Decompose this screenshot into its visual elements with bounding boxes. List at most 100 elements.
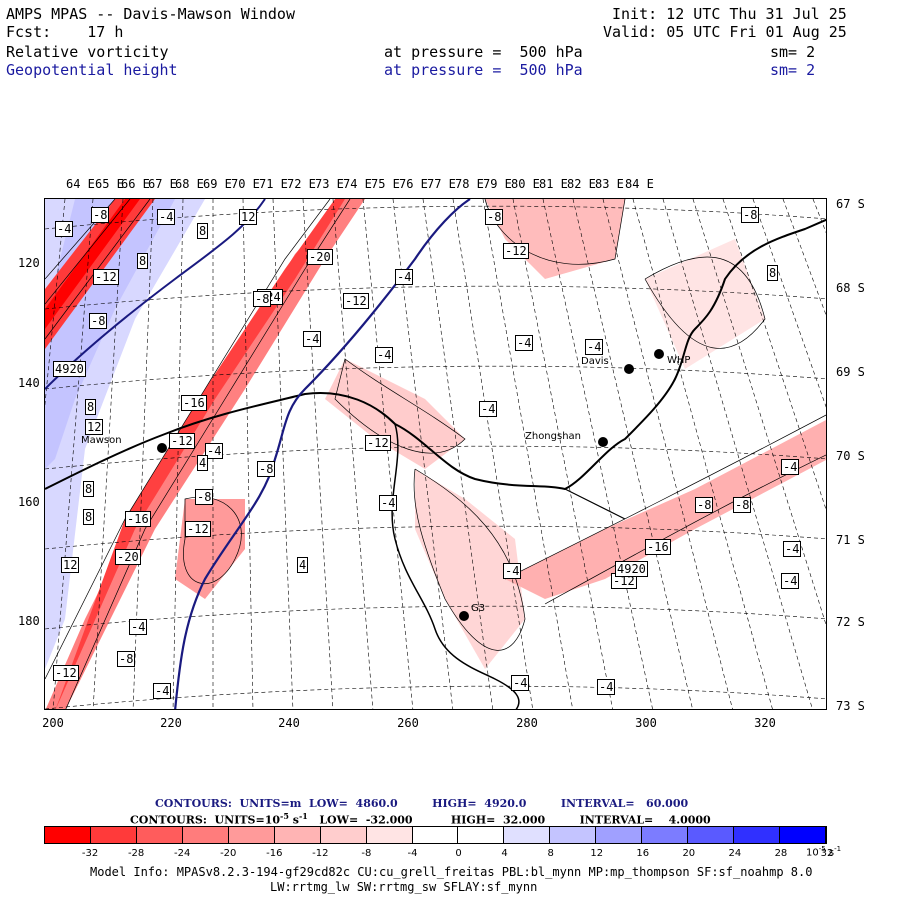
station-marker <box>624 364 634 374</box>
colorbar-tick: 32 <box>820 848 834 859</box>
x-tick-label: 240 <box>278 716 300 730</box>
contour-label: -12 <box>343 293 369 309</box>
colorbar-swatch <box>412 827 459 843</box>
contour-label: 8 <box>767 265 779 281</box>
x-tick-label: 300 <box>635 716 657 730</box>
colorbar-swatch <box>45 827 91 843</box>
contour-label: -4 <box>781 573 800 589</box>
lon-label: 84 E <box>625 177 654 191</box>
contour-label: -8 <box>91 207 110 223</box>
model-info-line1: Model Info: MPASv8.2.3-194-gf29cd82c CU:… <box>90 865 813 879</box>
field1-smoothing: sm= 2 <box>770 43 816 61</box>
contour-label: -8 <box>485 209 504 225</box>
lat-label: 69 S <box>836 365 865 379</box>
lon-label: 76 E <box>399 177 428 191</box>
field1-name: Relative vorticity <box>6 43 169 61</box>
colorbar-tick: 24 <box>728 848 742 859</box>
contour-label: -16 <box>181 395 207 411</box>
contour-label: 4920 <box>53 361 86 377</box>
contour-label: -4 <box>375 347 394 363</box>
contour-label: 4 <box>197 455 209 471</box>
contour-label: -4 <box>395 269 414 285</box>
colorbar-swatch <box>688 827 735 843</box>
contour-label: -4 <box>479 401 498 417</box>
x-tick-label: 320 <box>754 716 776 730</box>
field2-name: Geopotential height <box>6 61 178 79</box>
map-canvas <box>45 199 826 709</box>
geopotential-contour-4920 <box>45 199 266 390</box>
contour-label: -4 <box>205 443 224 459</box>
pink-area-north <box>485 199 625 279</box>
x-tick-label: 200 <box>42 716 64 730</box>
contour-label: 8 <box>137 253 149 269</box>
colorbar-swatch <box>458 827 505 843</box>
contour-label: -20 <box>115 549 141 565</box>
contour-label: -12 <box>185 521 211 537</box>
contour-label: 8 <box>83 509 95 525</box>
graticule <box>45 199 826 709</box>
contour-label: 8 <box>85 399 97 415</box>
colorbar-tick: 28 <box>774 848 788 859</box>
lat-label: 72 S <box>836 615 865 629</box>
vorticity-map: -4-8-41288-20-12-8-12-4-88-8-24-8-4-4-12… <box>44 198 827 710</box>
field1-level: at pressure = 500 hPa <box>384 43 583 61</box>
pink-area-vortex <box>175 499 245 599</box>
lon-label: 82 E <box>567 177 596 191</box>
contour-label: -4 <box>157 209 176 225</box>
station-label: G3 <box>471 603 486 614</box>
colorbar-swatch <box>504 827 551 843</box>
lat-label: 71 S <box>836 533 865 547</box>
station-label: Mawson <box>81 435 122 446</box>
lon-label: 83 E <box>595 177 624 191</box>
contour-label: -8 <box>695 497 714 513</box>
lon-label: 72 E <box>287 177 316 191</box>
negative-vorticity-band-1-core <box>45 199 140 329</box>
contour-label: -12 <box>365 435 391 451</box>
lat-label: 68 S <box>836 281 865 295</box>
contour-label: 12 <box>61 557 80 573</box>
contour-label: -4 <box>515 335 534 351</box>
lon-label: 79 E <box>483 177 512 191</box>
contour-label: -12 <box>503 243 529 259</box>
colorbar-swatch <box>182 827 229 843</box>
colorbar-tick: -4 <box>407 848 418 859</box>
contour-label: -12 <box>611 573 637 589</box>
colorbar-tick: -32 <box>81 848 99 859</box>
map-title: AMPS MPAS -- Davis-Mawson Window <box>6 5 295 23</box>
field2-level: at pressure = 500 hPa <box>384 61 583 79</box>
vorticity-contour-info: CONTOURS: UNITS=10-5 s-1 LOW= -32.000 HI… <box>130 811 711 827</box>
contour-label: -4 <box>597 679 616 695</box>
colorbar-swatch <box>734 827 780 843</box>
pink-area-central <box>325 359 465 469</box>
negative-vorticity-band-2 <box>45 199 365 709</box>
lon-label: 70 E <box>231 177 260 191</box>
contour-label: 8 <box>197 223 209 239</box>
colorbar-tick: 0 <box>455 848 462 859</box>
colorbar-swatch <box>90 827 137 843</box>
lat-label: 67 S <box>836 197 865 211</box>
lon-label: 77 E <box>427 177 456 191</box>
forecast-hour: Fcst: 17 h <box>6 23 124 41</box>
contour-label: -12 <box>53 665 79 681</box>
colorbar-tick: 8 <box>547 848 554 859</box>
colorbar-swatch <box>320 827 367 843</box>
lon-label: 65 E <box>95 177 124 191</box>
pink-band-east <box>505 420 826 599</box>
lon-label: 74 E <box>343 177 372 191</box>
lon-label: 67 E <box>148 177 177 191</box>
pink-area-south <box>415 469 525 669</box>
contour-label: -8 <box>733 497 752 513</box>
lon-label: 75 E <box>371 177 400 191</box>
colorbar-tick: 4 <box>501 848 508 859</box>
colorbar-unit: 10-5 s-1 <box>806 845 842 859</box>
y-tick-label: 120 <box>18 256 40 270</box>
colorbar-swatch <box>642 827 689 843</box>
height-contour-info: CONTOURS: UNITS=m LOW= 4860.0 HIGH= 4920… <box>155 797 689 810</box>
station-label: Davis <box>581 356 609 367</box>
colorbar-tick: -12 <box>312 848 329 859</box>
colorbar-tick: -16 <box>266 848 283 859</box>
colorbar-tick: -28 <box>127 848 145 859</box>
station-marker <box>459 611 469 621</box>
contour-label: 12 <box>239 209 258 225</box>
colorbar <box>44 826 827 844</box>
